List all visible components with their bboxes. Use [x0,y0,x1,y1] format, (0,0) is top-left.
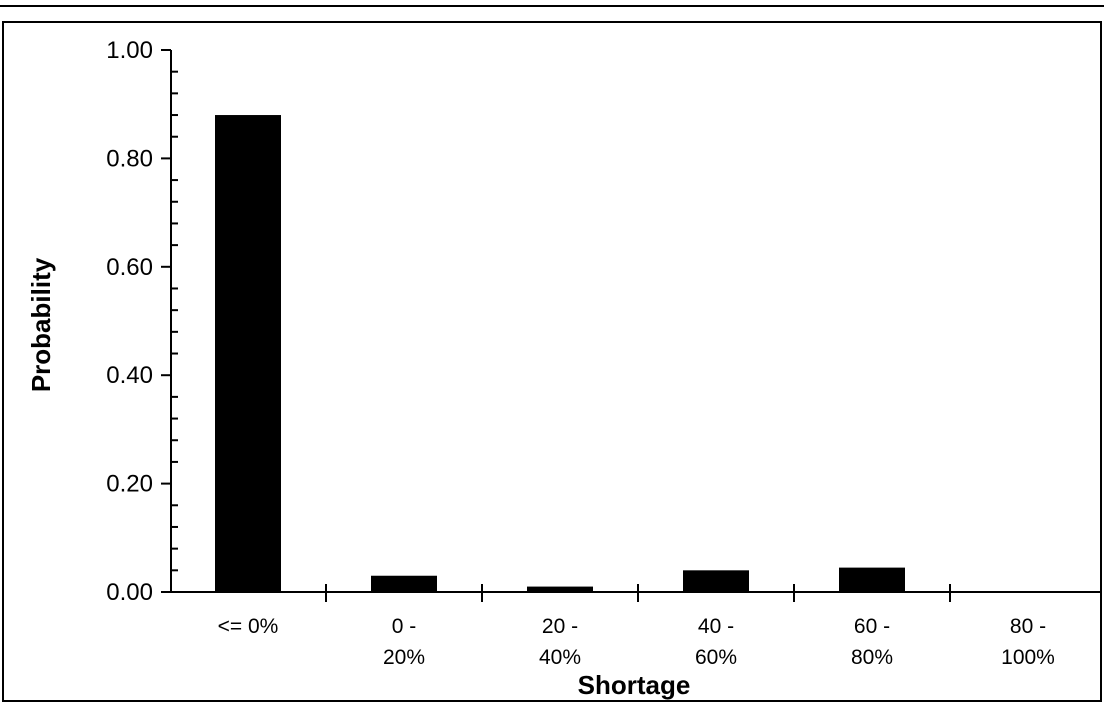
x-tick-label: 60 - [854,615,890,638]
x-tick-label: 80 - [1010,615,1046,638]
x-tick-label: 100% [1001,646,1055,669]
x-tick-label: 40% [539,646,581,669]
x-tick-label: 40 - [698,615,734,638]
y-tick-label: 0.20 [106,471,153,498]
y-tick-label: 0.40 [106,362,153,389]
bar [527,586,593,592]
x-axis-title: Shortage [578,670,691,700]
y-tick-label: 0.00 [106,579,153,606]
bar [839,567,905,592]
x-tick-label: 0 - [392,615,417,638]
x-tick-label: 20 - [542,615,578,638]
x-tick-label: 20% [383,646,425,669]
y-tick-label: 0.60 [106,254,153,281]
x-tick-label: <= 0% [218,615,279,638]
bar [371,575,437,592]
bar [683,570,749,592]
y-tick-label: 0.80 [106,145,153,172]
chart-frame [2,21,1102,702]
y-tick-label: 1.00 [106,37,153,64]
x-tick-label: 60% [695,646,737,669]
bar [215,115,281,592]
y-axis-title: Probability [26,257,56,392]
x-tick-label: 80% [851,646,893,669]
